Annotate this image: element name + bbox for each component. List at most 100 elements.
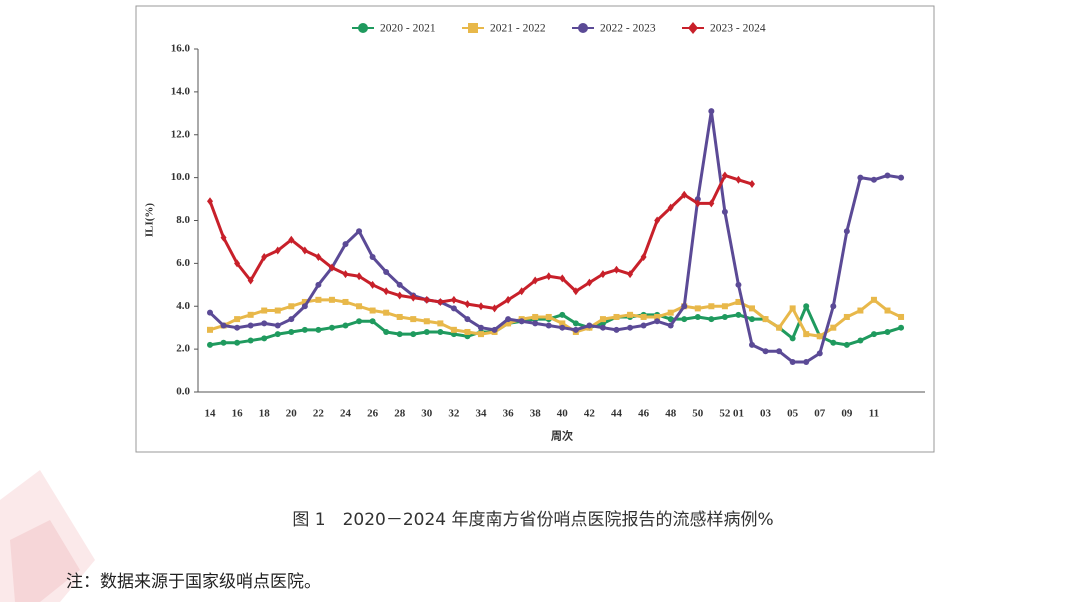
data-point xyxy=(234,259,241,268)
data-point xyxy=(545,313,552,320)
data-point xyxy=(423,318,430,325)
x-tick-label: 34 xyxy=(476,408,488,420)
data-point xyxy=(708,108,715,115)
data-point xyxy=(599,316,606,323)
y-tick-label: 10.0 xyxy=(171,171,191,183)
data-point xyxy=(369,253,376,260)
data-point xyxy=(586,278,593,287)
data-point xyxy=(369,318,376,325)
data-point xyxy=(328,324,335,331)
data-point xyxy=(640,322,647,329)
data-point xyxy=(599,324,606,331)
data-point xyxy=(532,320,539,327)
data-point xyxy=(803,358,810,365)
data-point xyxy=(491,326,498,333)
data-point xyxy=(342,298,349,305)
data-point xyxy=(464,316,471,323)
x-tick-label: 01 xyxy=(733,408,744,420)
data-point xyxy=(450,305,457,312)
data-point xyxy=(383,309,390,316)
data-point xyxy=(356,272,363,281)
data-point xyxy=(207,197,213,206)
data-point xyxy=(667,322,674,329)
x-tick-label: 22 xyxy=(313,408,325,420)
y-tick-label: 0.0 xyxy=(176,386,190,398)
data-point xyxy=(830,324,837,331)
data-point xyxy=(898,324,905,331)
x-tick-label: 40 xyxy=(557,408,569,420)
data-point xyxy=(843,313,850,320)
data-point xyxy=(423,328,430,335)
data-point xyxy=(328,263,335,272)
data-point xyxy=(640,252,647,261)
data-point xyxy=(437,328,444,335)
data-point xyxy=(545,322,552,329)
data-point xyxy=(369,307,376,314)
data-point xyxy=(410,316,417,323)
legend-marker xyxy=(468,23,478,33)
x-tick-label: 44 xyxy=(611,408,623,420)
data-point xyxy=(518,287,525,296)
x-tick-label: 36 xyxy=(503,408,515,420)
data-point xyxy=(220,322,227,329)
data-point xyxy=(396,281,403,288)
data-point xyxy=(559,320,566,327)
legend-label: 2021 - 2022 xyxy=(490,23,546,35)
data-point xyxy=(478,302,484,311)
data-point xyxy=(735,175,742,184)
data-point xyxy=(667,316,674,323)
figure-caption: 图 1 2020－2024 年度南方省份哨点医院报告的流感样病例% xyxy=(292,510,773,530)
x-tick-label: 42 xyxy=(584,408,596,420)
data-point xyxy=(505,295,512,304)
data-point xyxy=(207,326,213,333)
data-point xyxy=(274,331,281,338)
data-point xyxy=(749,180,755,189)
data-point xyxy=(857,307,864,314)
legend-marker xyxy=(688,22,698,34)
data-point xyxy=(423,295,430,304)
data-point xyxy=(532,276,539,285)
data-point xyxy=(708,303,715,310)
data-point xyxy=(342,322,349,329)
data-point xyxy=(396,291,403,300)
data-point xyxy=(721,303,728,310)
data-point xyxy=(654,313,661,320)
x-tick-label: 46 xyxy=(638,408,650,420)
data-point xyxy=(681,316,688,323)
data-point xyxy=(342,270,349,279)
data-point xyxy=(749,316,755,323)
x-tick-label: 09 xyxy=(841,408,853,420)
x-tick-label: 30 xyxy=(421,408,433,420)
data-point xyxy=(545,272,552,281)
data-point xyxy=(288,316,295,323)
x-tick-label: 24 xyxy=(340,408,352,420)
data-point xyxy=(789,358,796,365)
data-point xyxy=(762,316,769,323)
x-tick-label: 48 xyxy=(665,408,677,420)
figure-note: 注：数据来源于国家级哨点医院。 xyxy=(66,572,321,592)
x-tick-label: 38 xyxy=(530,408,542,420)
data-point xyxy=(694,313,701,320)
data-point xyxy=(559,311,566,318)
x-tick-label: 50 xyxy=(692,408,704,420)
data-point xyxy=(857,174,864,181)
series-line xyxy=(209,298,902,338)
data-point xyxy=(708,199,715,208)
data-point xyxy=(315,326,322,333)
x-tick-label: 14 xyxy=(205,408,217,420)
data-point xyxy=(301,246,308,255)
data-point xyxy=(220,233,227,242)
chart-frame xyxy=(135,5,935,453)
x-tick-label: 32 xyxy=(448,408,460,420)
data-point xyxy=(884,172,891,179)
data-point xyxy=(599,270,606,279)
data-point xyxy=(627,270,634,279)
data-point xyxy=(383,287,390,296)
data-point xyxy=(247,311,254,318)
data-point xyxy=(261,335,268,342)
data-point xyxy=(627,324,634,331)
data-point xyxy=(505,316,512,323)
data-point xyxy=(708,316,715,323)
decoration xyxy=(10,520,80,602)
y-tick-label: 6.0 xyxy=(176,257,190,269)
